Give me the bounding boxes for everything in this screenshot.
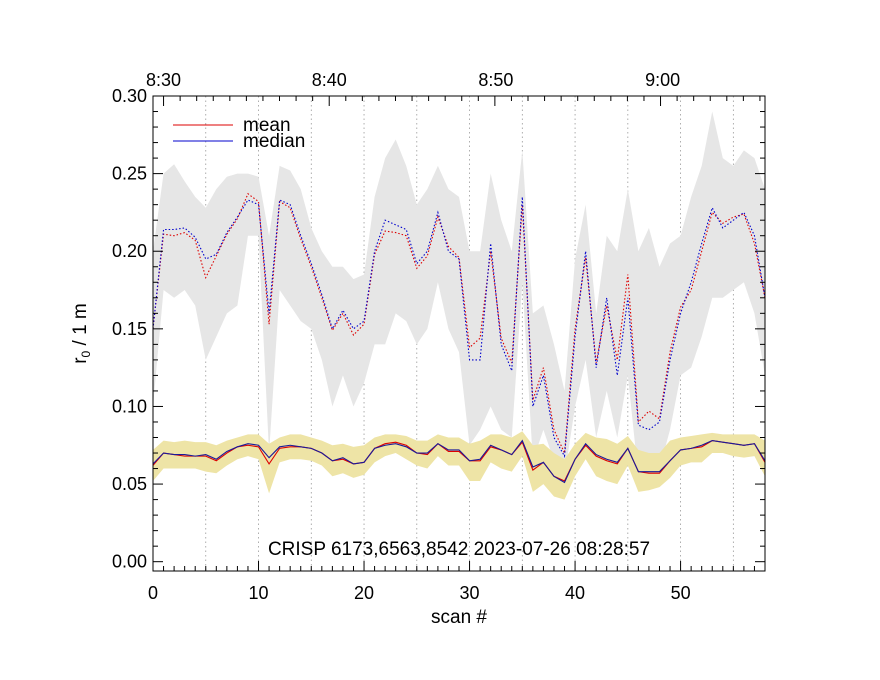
x-tick-label-50: 50 [671, 583, 691, 603]
top-tick-label-0: 8:30 [146, 70, 181, 90]
top-tick-label-3: 9:00 [645, 70, 680, 90]
y-tick-label-0: 0.00 [112, 552, 147, 572]
y-tick-label-5: 0.25 [112, 164, 147, 184]
y-tick-label-4: 0.20 [112, 241, 147, 261]
upper-median-series [152, 196, 766, 458]
x-axis-ticks: 0 10 20 30 40 50 [148, 561, 766, 603]
x-tick-label-30: 30 [460, 583, 480, 603]
dataset-annotation: CRISP 6173,6563,8542 2023-07-26 08:28:57 [268, 539, 650, 560]
legend-mean-label: mean [243, 115, 291, 136]
y-tick-label-1: 0.05 [112, 474, 147, 494]
top-tick-label-2: 8:50 [478, 70, 513, 90]
lower-mean-series [152, 440, 766, 482]
y-tick-label-3: 0.15 [112, 319, 147, 339]
y-axis-ticks: 0.00 0.05 0.10 0.15 0.20 0.25 0.30 [112, 86, 765, 572]
upper-mean-series [152, 192, 766, 456]
x-axis-title: scan # [431, 607, 487, 628]
x-tick-label-40: 40 [565, 583, 585, 603]
y-axis-title-subscript: 0 [79, 350, 93, 357]
x-tick-label-10: 10 [249, 583, 269, 603]
x-tick-label-0: 0 [148, 583, 158, 603]
y-tick-label-2: 0.10 [112, 396, 147, 416]
upper-spread-band [153, 111, 765, 477]
lower-median-series [152, 439, 766, 484]
y-axis-title-main: r [70, 357, 91, 364]
y-axis-title-rest: / 1 m [70, 303, 91, 351]
y-axis-title: r0 / 1 m [70, 303, 93, 364]
legend: mean median [173, 115, 305, 152]
lower-spread-band [153, 431, 765, 500]
series-lines [152, 192, 766, 484]
top-time-axis: 8:30 8:40 8:50 9:00 [146, 70, 761, 106]
shaded-bands [153, 111, 765, 500]
x-tick-label-20: 20 [354, 583, 374, 603]
top-tick-label-1: 8:40 [312, 70, 347, 90]
y-tick-label-6: 0.30 [112, 86, 147, 106]
legend-median-label: median [243, 131, 305, 152]
